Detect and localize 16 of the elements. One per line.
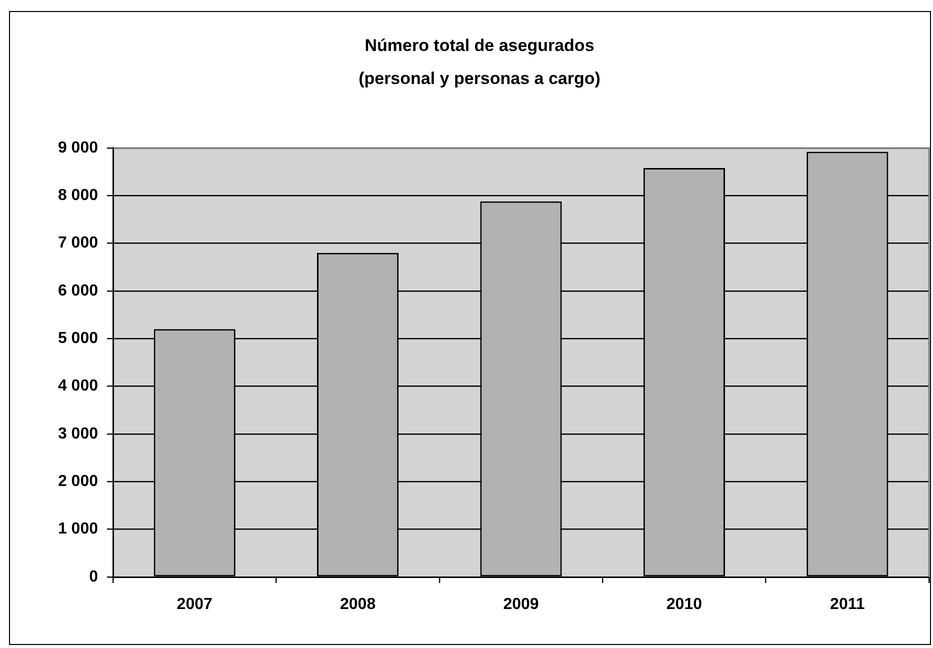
y-tick-label: 7 000 (58, 234, 98, 252)
x-tick-label: 2010 (666, 596, 702, 614)
x-tick-label: 2009 (503, 596, 539, 614)
y-tick-label: 4 000 (58, 378, 98, 395)
y-tick-label: 8 000 (58, 187, 98, 204)
y-tick-label: 1 000 (58, 520, 98, 538)
x-tick-label: 2008 (340, 596, 376, 614)
x-tick-label: 2007 (176, 596, 212, 614)
chart-title: Número total de asegurados (personal y personas a cargo) (358, 36, 600, 88)
y-tick-label: 5 000 (58, 330, 98, 348)
y-tick-label: 6 000 (58, 282, 98, 300)
y-tick-label: 3 000 (58, 425, 98, 442)
x-tick-label: 2011 (830, 596, 865, 614)
y-tick-label: 0 (89, 568, 98, 586)
y-tick-label: 2 000 (58, 473, 98, 490)
y-tick-label: 9 000 (58, 139, 98, 156)
